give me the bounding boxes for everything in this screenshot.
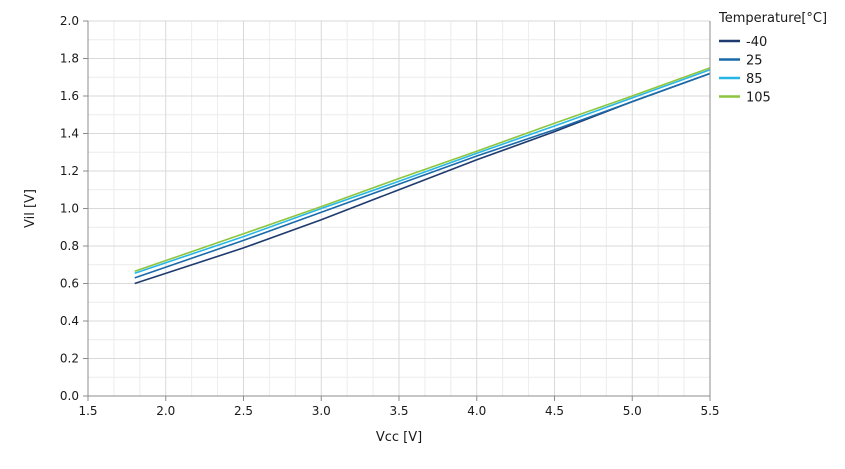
y-tick-label: 0.8 (60, 239, 79, 253)
grid (87, 20, 711, 397)
series-line (134, 72, 711, 279)
series-layer (134, 67, 711, 285)
x-tick-label: 2.5 (234, 404, 253, 418)
y-tick-label: 1.0 (60, 202, 79, 216)
legend-label: 85 (746, 72, 763, 87)
series-line (134, 67, 711, 273)
y-tick-label: 1.2 (60, 164, 79, 178)
x-tick-label: 4.5 (545, 404, 564, 418)
x-tick-label: 4.0 (467, 404, 486, 418)
legend-label: 105 (746, 91, 771, 106)
x-tick-label: 3.5 (389, 404, 408, 418)
legend-label: -40 (746, 35, 767, 50)
x-tick-label: 5.0 (623, 404, 642, 418)
y-tick-label: 1.8 (60, 52, 79, 66)
x-tick-label: 2.0 (156, 404, 175, 418)
y-tick-label: 0.0 (60, 389, 79, 403)
x-tick-label: 1.5 (78, 404, 97, 418)
y-tick-label: 0.6 (60, 277, 79, 291)
y-tick-label: 1.4 (60, 127, 79, 141)
y-tick-label: 1.6 (60, 89, 79, 103)
y-tick-label: 0.2 (60, 352, 79, 366)
y-axis-title: Vil [V] (23, 189, 38, 228)
legend-title: Temperature[°C] (718, 11, 827, 26)
x-tick-label: 5.5 (700, 404, 719, 418)
y-tick-label: 2.0 (60, 14, 79, 28)
axes: 1.5 2.0 2.5 3.0 3.5 4.0 4.5 5.0 5.5 0.0 0.2 0.4 0.6 0… (60, 14, 720, 418)
series-line (134, 69, 711, 274)
x-axis-title: Vcc [V] (376, 430, 422, 445)
legend: Temperature[°C] -40 25 85 105 (718, 11, 827, 106)
legend-label: 25 (746, 54, 763, 69)
x-tick-label: 3.0 (312, 404, 331, 418)
y-tick-label: 0.4 (60, 314, 79, 328)
